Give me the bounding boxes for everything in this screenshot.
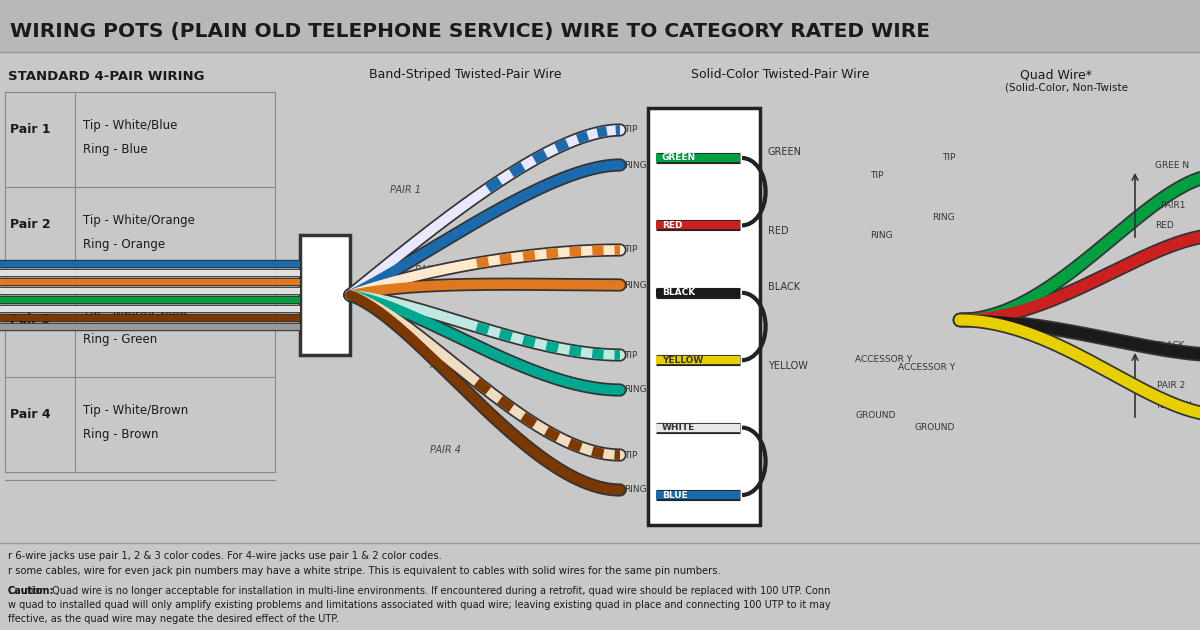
Text: RED: RED [768,226,788,236]
Text: Pair 4: Pair 4 [10,408,50,421]
Text: YELLOW: YELLOW [768,361,808,371]
Text: Caution:: Caution: [8,586,54,596]
Text: TIP: TIP [870,171,883,180]
Text: RING: RING [870,231,893,239]
Text: Band-Striped Twisted-Pair Wire: Band-Striped Twisted-Pair Wire [368,68,562,81]
Text: RING: RING [624,280,647,290]
Text: GREEN: GREEN [662,154,696,163]
Text: BLUE: BLUE [662,491,688,500]
Text: RING: RING [932,212,955,222]
Text: Ring - Blue: Ring - Blue [83,143,148,156]
Text: Ring - Green: Ring - Green [83,333,157,346]
Text: PAIR 2: PAIR 2 [415,265,446,275]
Text: Tip - White/Blue: Tip - White/Blue [83,119,178,132]
Text: Pair 3: Pair 3 [10,313,50,326]
Text: GROUND: GROUND [914,423,955,432]
Text: Pair 1: Pair 1 [10,123,50,136]
Text: YELLOW: YELLOW [662,356,703,365]
Text: GREEN: GREEN [768,147,802,157]
Text: PAIR 4: PAIR 4 [430,445,461,455]
Text: Ring - Brown: Ring - Brown [83,428,158,441]
Text: PAIR 3: PAIR 3 [430,360,461,370]
Text: RING: RING [624,386,647,394]
FancyBboxPatch shape [648,108,760,525]
Text: BLACK: BLACK [768,282,800,292]
Text: PAIR 2: PAIR 2 [1157,381,1186,389]
Text: Tip - White/Brown: Tip - White/Brown [83,404,188,417]
Text: ACCESSOR Y: ACCESSOR Y [854,355,912,365]
Text: Tip - White/Green: Tip - White/Green [83,309,187,322]
Text: PAIR 1: PAIR 1 [390,185,421,195]
Text: TIP: TIP [624,246,637,255]
Text: BLACK: BLACK [1154,340,1184,350]
Text: GREE N: GREE N [1154,161,1189,169]
Text: r 6-wire jacks use pair 1, 2 & 3 color codes. For 4-wire jacks use pair 1 & 2 co: r 6-wire jacks use pair 1, 2 & 3 color c… [8,551,442,561]
Text: Ring - Orange: Ring - Orange [83,238,166,251]
Text: (Solid-Color, Non-Twiste: (Solid-Color, Non-Twiste [1006,82,1128,92]
Text: TIP: TIP [624,125,637,134]
Text: STANDARD 4-PAIR WIRING: STANDARD 4-PAIR WIRING [8,70,204,83]
Text: w quad to installed quad will only amplify existing problems and limitations ass: w quad to installed quad will only ampli… [8,600,830,610]
Text: Pair 2: Pair 2 [10,218,50,231]
Text: WIRING POTS (PLAIN OLD TELEPHONE SERVICE) WIRE TO CATEGORY RATED WIRE: WIRING POTS (PLAIN OLD TELEPHONE SERVICE… [10,23,930,42]
FancyBboxPatch shape [300,235,350,355]
Text: Tip - White/Orange: Tip - White/Orange [83,214,194,227]
Text: PAIR1: PAIR1 [1160,200,1186,210]
Text: TIP: TIP [624,450,637,459]
Text: RING: RING [624,486,647,495]
Text: Caution: Quad wire is no longer acceptable for installation in multi-line enviro: Caution: Quad wire is no longer acceptab… [8,586,830,596]
Text: TIP: TIP [624,350,637,360]
Text: RED: RED [662,221,683,230]
Text: ffective, as the quad wire may negate the desired effect of the UTP.: ffective, as the quad wire may negate th… [8,614,338,624]
Text: BLACK: BLACK [662,289,695,297]
Text: RING: RING [624,161,647,169]
Text: YELLOW: YELLOW [1154,401,1192,410]
Text: RED: RED [1154,220,1174,229]
Text: TIP: TIP [942,152,955,161]
Text: WHITE: WHITE [662,423,695,432]
Text: ACCESSOR Y: ACCESSOR Y [898,362,955,372]
Text: r some cables, wire for even jack pin numbers may have a white stripe. This is e: r some cables, wire for even jack pin nu… [8,566,721,576]
Text: Solid-Color Twisted-Pair Wire: Solid-Color Twisted-Pair Wire [691,68,869,81]
Text: GROUND: GROUND [854,411,895,420]
FancyBboxPatch shape [0,0,1200,52]
Text: Quad Wire*: Quad Wire* [1020,68,1092,81]
